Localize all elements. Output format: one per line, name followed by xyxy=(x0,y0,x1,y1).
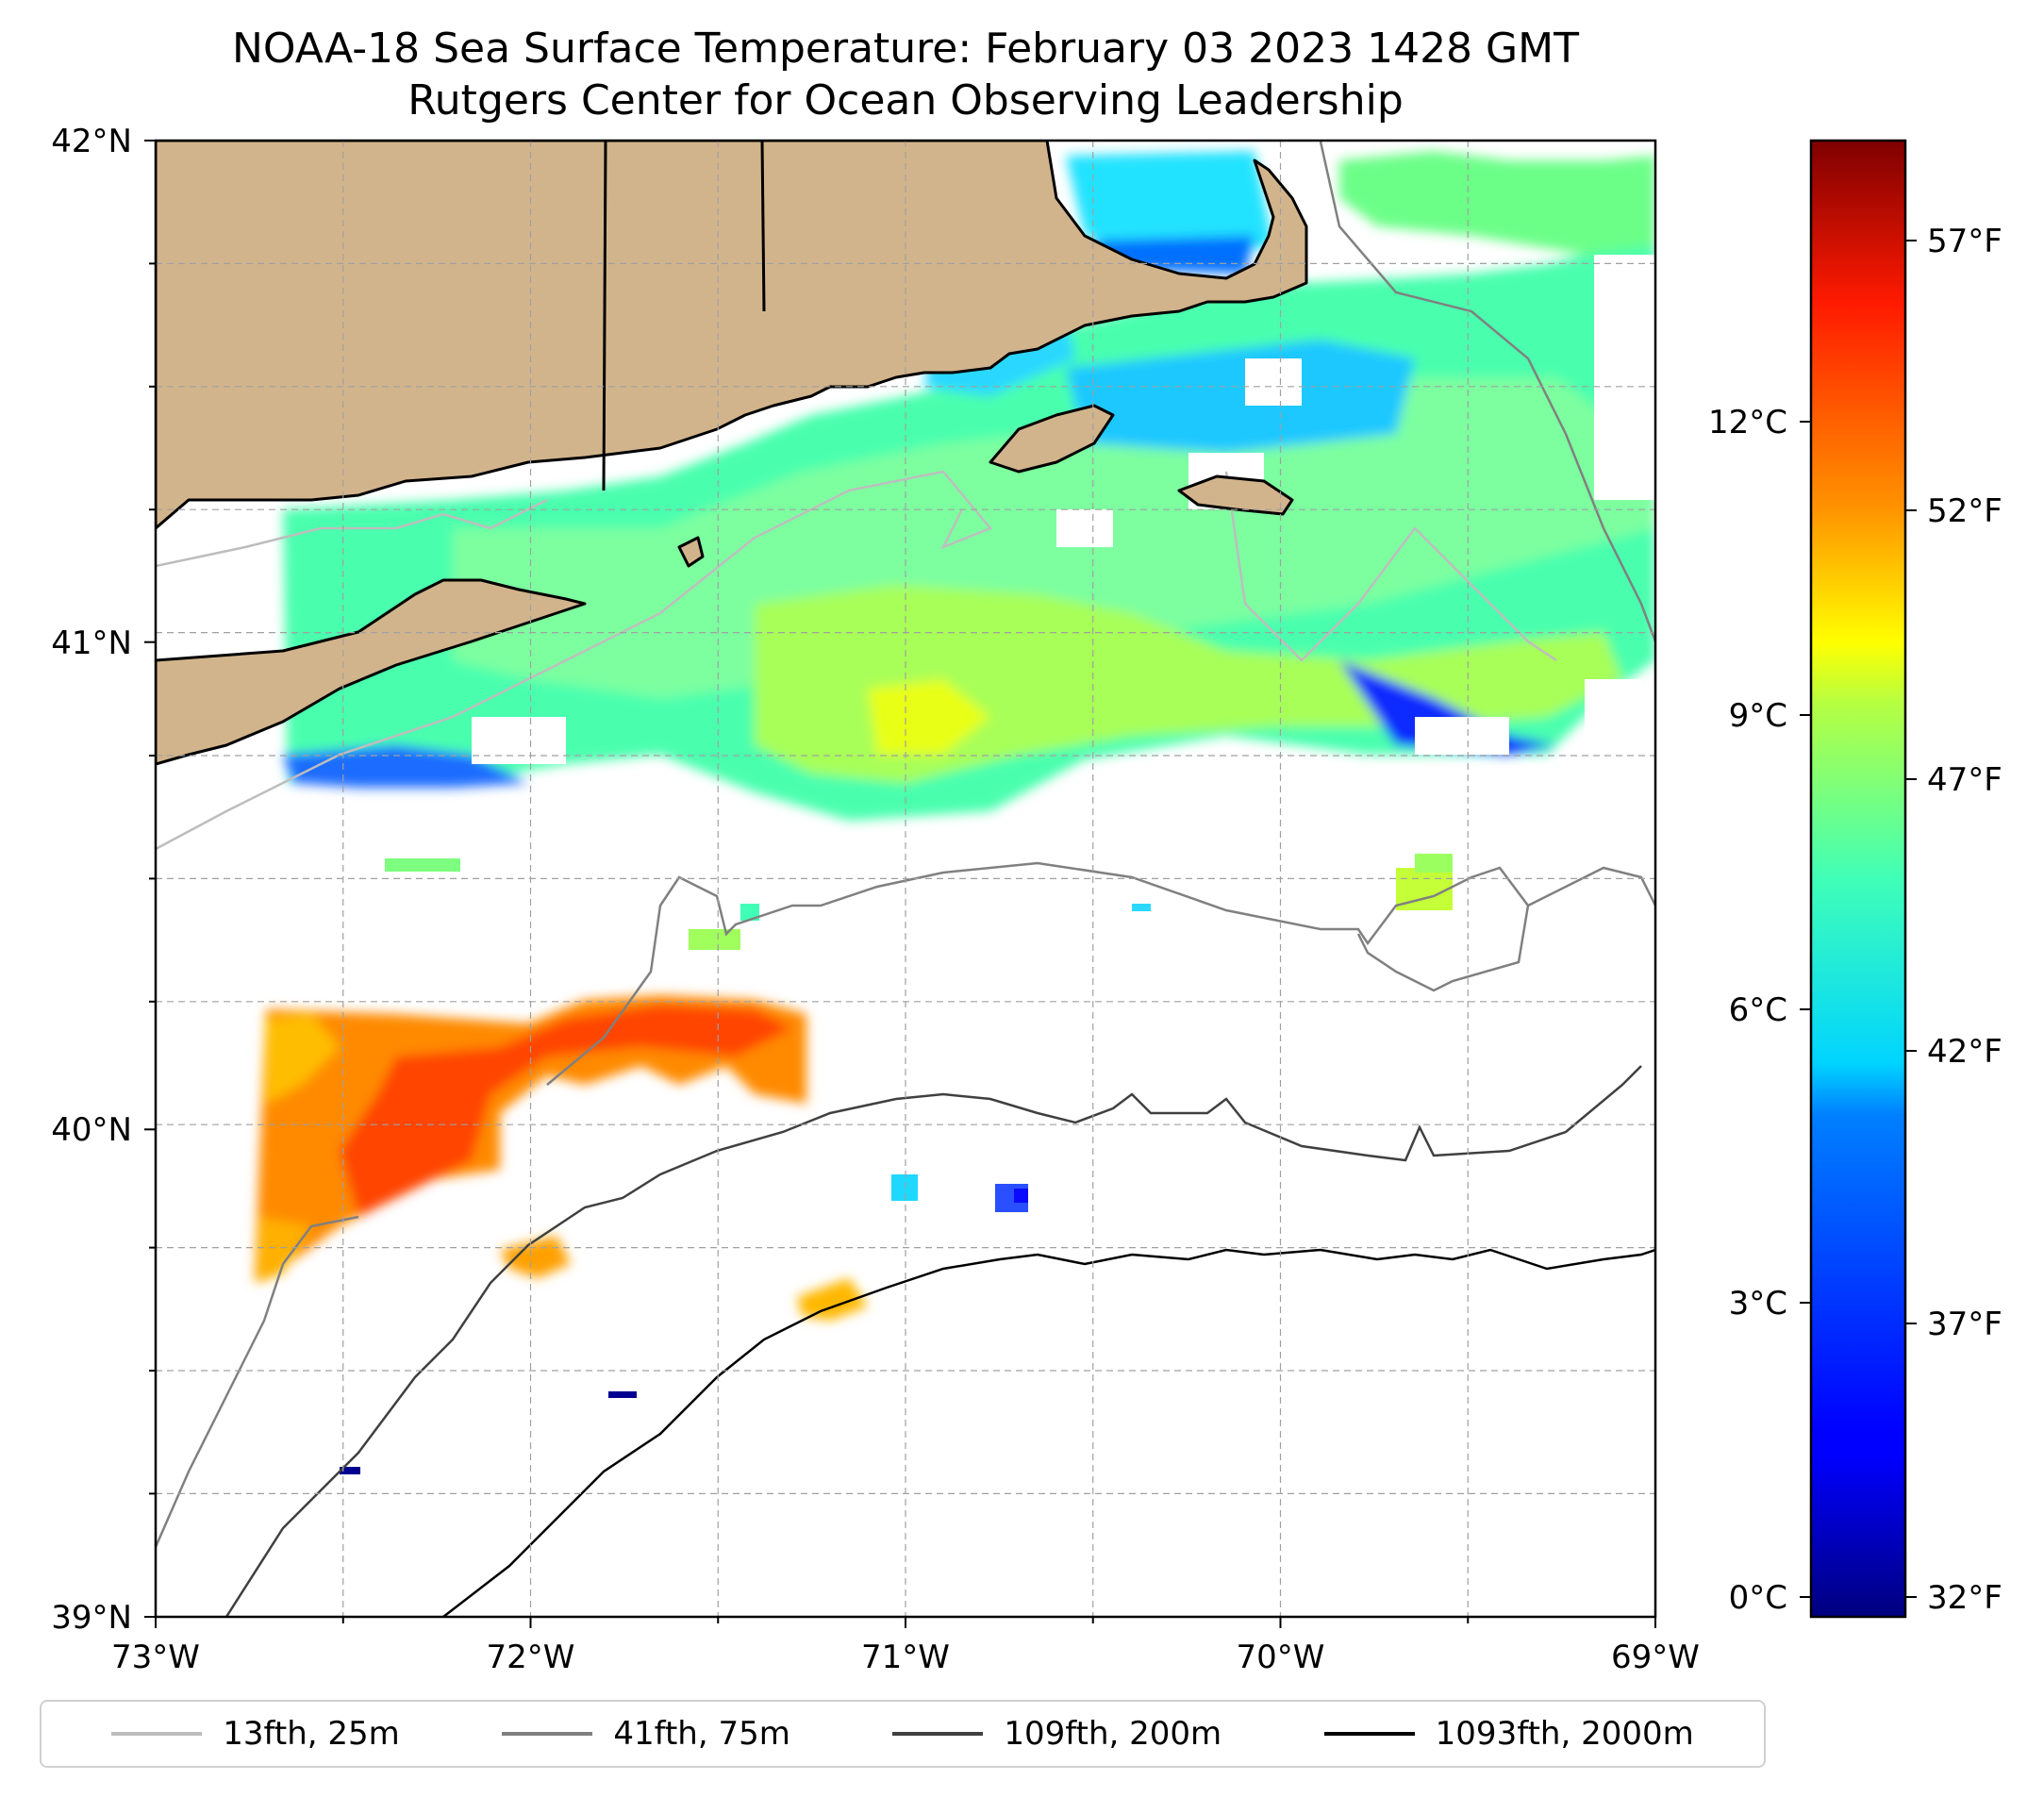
colorbar-tick-9c: 9°C xyxy=(1729,697,1787,735)
isobath-25m xyxy=(156,470,1557,851)
legend-label-25m: 13fth, 25m xyxy=(223,1715,400,1753)
lat-tick-41n: 41°N xyxy=(51,624,132,662)
colorbar: 12°C 9°C 6°C 3°C 0°C 57°F 52°F 47°F 42°F… xyxy=(1708,139,2002,1619)
legend-label-75m: 41fth, 75m xyxy=(613,1715,790,1753)
lon-tick-71w: 71°W xyxy=(861,1639,950,1676)
isobath-200m xyxy=(224,1065,1642,1617)
lon-axis xyxy=(155,1617,1656,1628)
legend-swatch-75m xyxy=(502,1732,593,1736)
legend-swatch-200m xyxy=(892,1732,984,1736)
legend-label-2000m: 1093fth, 2000m xyxy=(1435,1715,1694,1753)
lon-tick-70w: 70°W xyxy=(1237,1639,1325,1676)
map-panel xyxy=(156,141,1655,1617)
colorbar-tick-32f: 32°F xyxy=(1927,1579,2002,1617)
legend-swatch-2000m xyxy=(1323,1732,1415,1736)
colorbar-tick-0c: 0°C xyxy=(1729,1579,1787,1617)
state-border xyxy=(602,141,607,491)
colorbar-tick-12c: 12°C xyxy=(1708,404,1787,441)
colorbar-tick-52f: 52°F xyxy=(1927,492,2002,530)
colorbar-tick-42f: 42°F xyxy=(1927,1033,2002,1071)
legend-swatch-25m xyxy=(111,1732,203,1736)
isobath-legend: 13fth, 25m 41fth, 75m 109fth, 200m 1093f… xyxy=(40,1700,1766,1768)
colorbar-tick-3c: 3°C xyxy=(1729,1285,1787,1323)
legend-item-2000m: 1093fth, 2000m xyxy=(1323,1715,1694,1753)
long-island xyxy=(156,578,587,766)
lon-tick-73w: 73°W xyxy=(111,1639,200,1676)
title-line-1: NOAA-18 Sea Surface Temperature: Februar… xyxy=(232,25,1579,73)
isobath-75m xyxy=(156,141,1655,1548)
marthas-vineyard xyxy=(989,404,1115,474)
cloud-gaps xyxy=(472,255,1655,764)
legend-item-75m: 41fth, 75m xyxy=(502,1715,790,1753)
legend-item-25m: 13fth, 25m xyxy=(111,1715,400,1753)
title-line-2: Rutgers Center for Ocean Observing Leade… xyxy=(407,76,1404,125)
gridlines xyxy=(156,141,1655,1617)
colorbar-tick-47f: 47°F xyxy=(1927,761,2002,799)
lon-tick-69w: 69°W xyxy=(1611,1639,1700,1676)
new-england-coast xyxy=(156,141,1308,530)
colorbar-tick-37f: 37°F xyxy=(1927,1306,2002,1343)
state-border-2 xyxy=(760,141,766,312)
isobath-2000m xyxy=(442,1248,1655,1617)
lat-tick-40n: 40°N xyxy=(51,1111,132,1149)
lat-tick-39n: 39°N xyxy=(51,1599,132,1637)
colorbar-gradient xyxy=(1809,139,1907,1619)
lon-tick-72w: 72°W xyxy=(487,1639,575,1676)
land xyxy=(156,141,1308,766)
colorbar-tick-6c: 6°C xyxy=(1729,991,1787,1029)
lat-axis xyxy=(144,140,156,1618)
nantucket xyxy=(1177,474,1294,516)
legend-item-200m: 109fth, 200m xyxy=(892,1715,1221,1753)
sst-southern-warm-patch xyxy=(255,995,868,1321)
colorbar-tick-57f: 57°F xyxy=(1927,223,2002,260)
lat-tick-42n: 42°N xyxy=(51,123,132,160)
block-island xyxy=(677,536,705,568)
legend-label-200m: 109fth, 200m xyxy=(1004,1715,1222,1753)
